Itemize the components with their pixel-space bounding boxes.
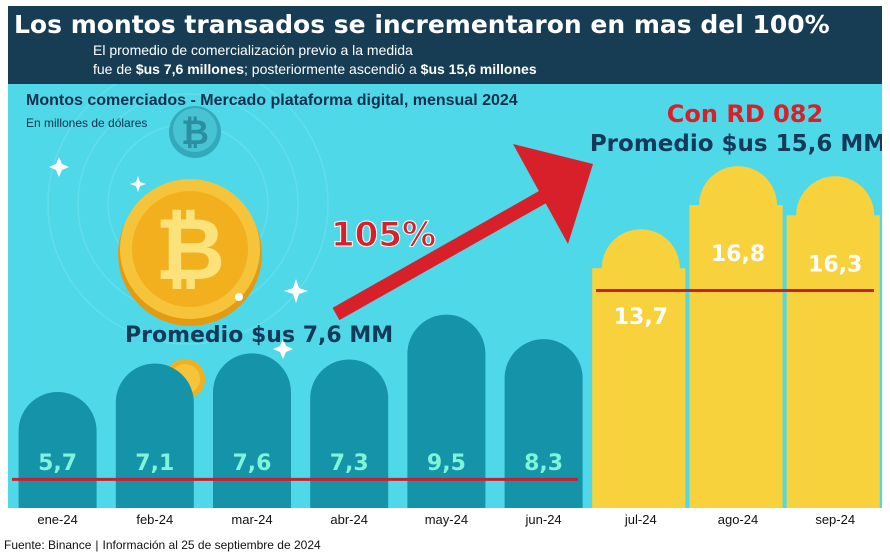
- header-value-before: $us 7,6 millones: [135, 61, 244, 77]
- svg-text:₿: ₿: [155, 200, 225, 300]
- bar-feb-24: [115, 363, 194, 508]
- header-value-after: $us 15,6 millones: [420, 61, 537, 77]
- bar-chart: ₿ ₿ 5,7 7,1 7,6 7,3 9,5 8,3 13,7 16,8 16,3: [12, 84, 882, 508]
- chart-subtitle: En millones de dólares: [26, 116, 148, 130]
- bar-sep-24: [796, 176, 875, 508]
- chart-area: ₿ ₿ 5,7 7,1 7,6 7,3 9,5 8,3 13,7 16,8 16,3: [8, 84, 882, 508]
- average-after-label: Promedio $us 15,6 MM: [590, 131, 882, 157]
- page-title: Los montos transados se incrementaron en…: [14, 10, 830, 39]
- bar-ago-24: [699, 166, 777, 508]
- bar-jun-24: [504, 339, 583, 508]
- x-tick-label: jun-24: [525, 512, 562, 527]
- x-tick-label: may-24: [424, 512, 469, 527]
- bitcoin-coin-small-icon: ₿: [169, 106, 221, 158]
- bar-may-24: [407, 314, 486, 508]
- value-label: 13,7: [614, 305, 668, 330]
- svg-text:₿: ₿: [181, 113, 209, 153]
- increase-percent-label: 105%: [331, 215, 436, 255]
- bar-ene-24: [18, 392, 97, 508]
- rd-082-label: Con RD 082: [667, 100, 823, 128]
- x-tick-label: abr-24: [330, 512, 368, 527]
- value-label: 9,5: [427, 451, 466, 476]
- header-subtitle-line1: El promedio de comercialización previo a…: [93, 42, 413, 58]
- bar-abr-24: [310, 359, 389, 508]
- x-tick-label: feb-24: [136, 512, 174, 527]
- x-tick-label: ago-24: [717, 512, 759, 527]
- footer: Fuente: Binance | Información al 25 de sep…: [4, 538, 321, 552]
- average-lines: [12, 289, 874, 481]
- value-label: 16,3: [808, 252, 862, 277]
- value-label: 7,1: [135, 451, 174, 476]
- value-label: 8,3: [524, 451, 563, 476]
- value-label: 7,6: [233, 451, 272, 476]
- chart-title: Montos comerciados - Mercado plataforma …: [26, 92, 518, 109]
- sparkle-icons: [49, 157, 308, 359]
- value-label: 16,8: [711, 242, 765, 267]
- bars: 5,7 7,1 7,6 7,3 9,5 8,3 13,7 16,8 16,3: [18, 166, 880, 508]
- value-label: 7,3: [330, 451, 369, 476]
- bar-mar-24: [213, 353, 291, 508]
- header-subtitle-line2: fue de $us 7,6 millones; posteriormente …: [93, 61, 537, 77]
- x-tick-label: ene-24: [37, 512, 78, 527]
- source-text: Fuente: Binance: [4, 538, 92, 552]
- info-text: Información al 25 de septiembre de 2024: [102, 538, 321, 552]
- value-label: 5,7: [38, 451, 77, 476]
- increase-arrow-icon: [332, 144, 593, 321]
- x-tick-label: sep-24: [815, 512, 856, 527]
- average-before-label: Promedio $us 7,6 MM: [125, 323, 393, 348]
- x-tick-label: mar-24: [231, 512, 273, 527]
- header-text: ; posteriormente ascendió a: [244, 61, 421, 77]
- header-text: fue de: [93, 61, 136, 77]
- bitcoin-coin-large-icon: ₿: [118, 179, 262, 326]
- separator: |: [95, 538, 99, 552]
- header-banner: Los montos transados se incrementaron en…: [8, 6, 882, 84]
- bar-jul-24: [601, 229, 680, 508]
- x-tick-label: jul-24: [624, 512, 657, 527]
